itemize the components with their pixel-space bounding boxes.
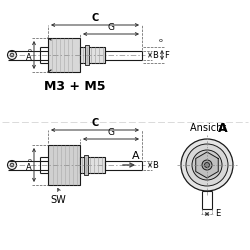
Text: SW: SW [50,195,66,205]
Circle shape [192,150,222,180]
Circle shape [10,163,14,167]
Text: A: A [26,162,32,172]
Circle shape [8,160,16,170]
Text: C: C [92,118,98,128]
Text: B: B [152,50,158,59]
Text: o: o [159,38,163,43]
Bar [85,45,89,65]
Text: M3 + M5: M3 + M5 [44,80,106,94]
Circle shape [8,50,16,59]
Circle shape [181,139,233,191]
Circle shape [202,160,212,170]
Text: E: E [215,210,220,218]
Text: A: A [218,122,228,134]
Text: G: G [108,23,114,32]
Circle shape [10,53,14,57]
Text: F: F [164,50,169,59]
Bar [48,38,80,72]
Text: o: o [28,48,32,54]
Bar [80,47,105,63]
Text: C: C [92,13,98,23]
Text: G: G [108,128,114,137]
Text: A: A [132,151,140,161]
Bar [84,155,88,175]
Bar [80,157,105,173]
Text: B: B [152,160,158,170]
Text: o: o [28,158,32,164]
Circle shape [204,162,210,168]
Text: A: A [26,52,32,62]
Circle shape [186,144,228,186]
Polygon shape [196,152,218,178]
Bar [48,145,80,185]
Text: Ansicht: Ansicht [190,123,230,133]
